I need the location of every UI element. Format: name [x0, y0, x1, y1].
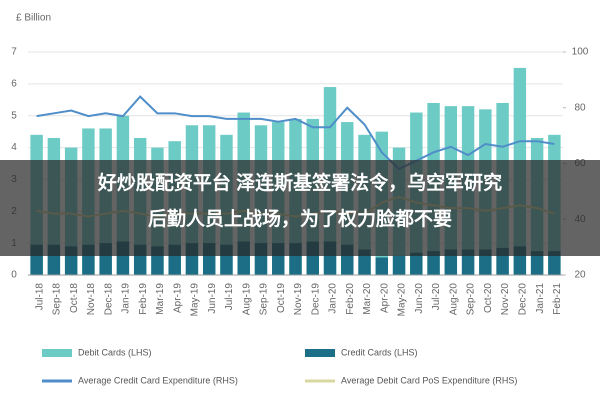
- banner-text: 后勤人员上战场，为了权力脸都不要: [148, 207, 452, 230]
- banner-background: [0, 160, 600, 256]
- y-tick-label: 7: [11, 47, 17, 58]
- x-tick-label: Dec-20: [517, 283, 528, 316]
- bar: [410, 252, 423, 275]
- x-tick-label: Jun-20: [414, 283, 425, 314]
- bar: [548, 251, 561, 275]
- x-tick-label: Sep-20: [466, 283, 477, 316]
- x-tick-label: May-20: [397, 283, 408, 317]
- line: [36, 95, 555, 171]
- x-tick-label: Nov-19: [293, 283, 304, 316]
- x-tick-label: Mar-20: [362, 283, 373, 315]
- x-tick-label: Jun-19: [207, 283, 218, 314]
- x-tick-label: Sep-18: [52, 283, 63, 316]
- y-tick-label: 0: [11, 270, 17, 281]
- x-tick-label: Jan-21: [535, 283, 546, 314]
- x-tick-label: Jul-19: [224, 283, 235, 311]
- x-tick-label: Jul-18: [34, 283, 45, 311]
- y2-tick-label: 20: [574, 270, 586, 281]
- x-tick-label: Feb-19: [138, 283, 149, 315]
- x-tick-label: Sep-19: [259, 283, 270, 316]
- legend-swatch: [42, 349, 72, 357]
- x-tick-label: Jan-20: [328, 283, 339, 314]
- y-tick-label: 6: [11, 78, 17, 89]
- x-tick-label: Feb-21: [552, 283, 563, 315]
- x-tick-label: Nov-20: [500, 283, 511, 316]
- legend-label: Average Credit Card Expenditure (RHS): [78, 375, 238, 385]
- x-tick-label: May-19: [190, 283, 201, 317]
- banner-text: 好炒股配资平台 泽连斯基签署法令，乌空军研究: [97, 171, 502, 194]
- x-tick-label: Apr-20: [379, 283, 390, 313]
- bar: [392, 255, 406, 275]
- x-tick-label: Feb-20: [345, 283, 356, 315]
- x-tick-label: Jan-19: [121, 283, 132, 314]
- x-tick-label: Nov-18: [86, 283, 97, 316]
- x-tick-label: Aug-19: [241, 283, 252, 316]
- y-unit-label: £ Billion: [16, 13, 51, 24]
- bar: [375, 257, 389, 275]
- x-tick-label: Dec-18: [103, 283, 114, 316]
- bar: [530, 251, 544, 275]
- x-tick-label: Oct-19: [276, 283, 287, 313]
- legend-label: Debit Cards (LHS): [78, 347, 152, 357]
- x-tick-label: Jul-20: [431, 283, 442, 311]
- y-tick-label: 4: [11, 142, 17, 153]
- x-tick-label: Mar-19: [155, 283, 166, 315]
- x-tick-label: Aug-20: [448, 283, 459, 316]
- bar: [427, 251, 440, 275]
- legend-swatch: [305, 349, 335, 357]
- x-tick-label: Oct-18: [69, 283, 80, 313]
- y-tick-label: 5: [11, 110, 17, 121]
- y2-tick-label: 100: [572, 47, 589, 58]
- y2-tick-label: 80: [574, 102, 586, 113]
- x-tick-label: Dec-19: [310, 283, 321, 316]
- legend-label: Credit Cards (LHS): [341, 347, 418, 357]
- legend-label: Average Debit Card PoS Expenditure (RHS): [341, 375, 517, 385]
- x-tick-label: Apr-19: [172, 283, 183, 313]
- x-tick-label: Oct-20: [483, 283, 494, 313]
